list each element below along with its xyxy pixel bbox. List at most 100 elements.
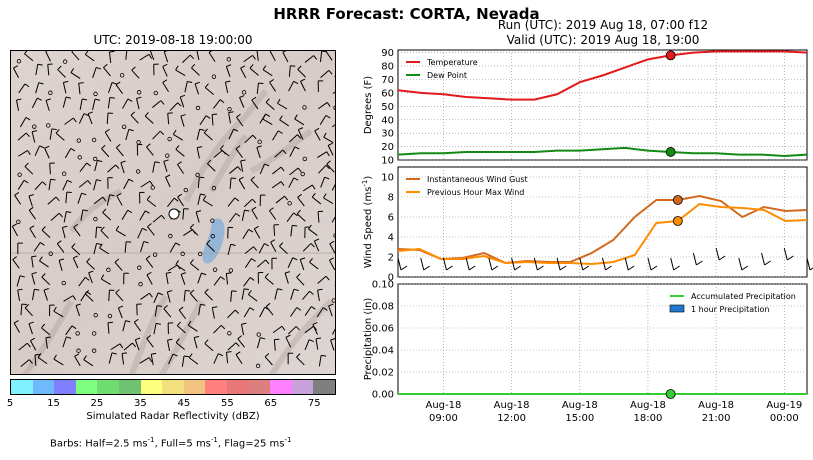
wind-barb-feather xyxy=(183,355,190,358)
wind-barb-staff xyxy=(325,51,333,61)
wind-barb-feather xyxy=(24,162,29,167)
wind-barb-staff xyxy=(196,147,200,159)
wind-barb-feather xyxy=(94,98,101,101)
wind-barb-feather xyxy=(74,353,80,357)
wind-barb-staff xyxy=(31,97,38,109)
y-tick-label: 0.00 xyxy=(372,390,394,401)
wind-barb-staff xyxy=(152,130,161,140)
wind-barb-staff xyxy=(204,292,213,301)
wind-barb-feather xyxy=(142,227,148,231)
wind-barb-feather xyxy=(31,272,37,275)
wind-barb-feather xyxy=(308,339,314,343)
wind-barbs xyxy=(11,51,335,369)
wind-barb-feather xyxy=(34,288,40,291)
wind-barb-feather xyxy=(41,273,46,278)
wind-barb-staff xyxy=(169,102,178,112)
wind-barb-feather xyxy=(164,51,168,53)
calm-wind-circle xyxy=(93,313,98,318)
wind-barb-staff xyxy=(48,179,52,191)
wind-barb-staff xyxy=(296,276,305,286)
wind-barb-feather xyxy=(249,64,254,69)
wind-barb-staff xyxy=(224,82,229,94)
wind-barb-staff xyxy=(420,257,425,271)
wind-barb-feather xyxy=(240,65,246,69)
x-tick-label: 18:00 xyxy=(634,413,663,424)
wind-barb-feather xyxy=(326,102,331,107)
wind-barb-feather xyxy=(55,129,60,134)
wind-barb-staff xyxy=(74,356,81,367)
calm-wind-circle xyxy=(138,282,143,287)
wind-barb-feather xyxy=(96,66,102,70)
wind-barb-staff xyxy=(220,148,230,157)
plot-frame xyxy=(397,49,808,161)
wind-barb-staff xyxy=(323,136,334,144)
wind-barb-feather xyxy=(537,265,544,271)
legend-label: Previous Hour Max Wind xyxy=(427,188,524,197)
wind-barb-feather xyxy=(175,145,180,150)
wind-barb-staff xyxy=(269,51,276,62)
wind-barb-feather xyxy=(325,164,330,170)
terrain-ridge xyxy=(22,299,74,374)
wind-barb-staff xyxy=(24,166,34,175)
wind-barb-feather xyxy=(239,95,245,98)
wind-barb-feather xyxy=(187,80,193,83)
calm-wind-circle xyxy=(287,201,292,206)
y-tick-label: 20 xyxy=(381,142,394,153)
wind-barb-feather xyxy=(673,265,680,271)
wind-barb-feather xyxy=(400,265,408,271)
wind-barb-staff xyxy=(213,324,222,334)
reflectivity-colorbar xyxy=(10,379,336,395)
wind-barb-staff xyxy=(117,307,123,319)
series-line xyxy=(397,50,808,101)
wind-barb-feather xyxy=(162,63,168,67)
wind-barb-staff xyxy=(279,245,288,255)
wind-barb-staff xyxy=(108,290,110,302)
wind-barb-feather xyxy=(24,83,30,88)
wind-barb-staff xyxy=(624,257,629,271)
wind-barb-staff xyxy=(107,97,111,109)
y-tick-label: 50 xyxy=(381,102,394,113)
wind-barb-staff xyxy=(274,149,284,158)
wind-barb-feather xyxy=(226,64,232,67)
calm-wind-circle xyxy=(61,280,66,286)
wind-barb-staff xyxy=(225,352,229,364)
colorbar-swatch xyxy=(140,380,163,394)
wind-barb-feather xyxy=(177,193,183,198)
colorbar-swatch xyxy=(248,380,271,394)
wind-barb-staff xyxy=(166,291,171,303)
wind-barb-feather xyxy=(97,159,103,163)
y-axis-label: Precipitation (in) xyxy=(363,298,374,381)
wind-barb-staff xyxy=(62,96,67,108)
calm-wind-circle xyxy=(17,172,22,177)
wind-barb-feather xyxy=(45,98,51,101)
wind-barb-feather xyxy=(284,271,291,274)
wind-barb-feather xyxy=(73,255,79,259)
wind-barb-staff xyxy=(34,354,37,366)
wind-barb-feather xyxy=(235,351,241,355)
calm-wind-circle xyxy=(136,90,142,95)
wind-barb-staff xyxy=(289,167,299,176)
wind-barb-feather xyxy=(100,226,105,231)
wind-barb-staff xyxy=(228,213,237,223)
wind-barb-feather xyxy=(39,145,45,149)
colorbar-tick: 55 xyxy=(220,398,234,409)
calm-wind-circle xyxy=(195,172,200,178)
wind-barb-staff xyxy=(189,292,198,302)
wind-barb-staff xyxy=(203,132,213,141)
wind-barb-staff xyxy=(88,272,93,284)
wind-barb-feather xyxy=(300,257,306,260)
wind-barb-staff xyxy=(319,115,327,125)
wind-barb-feather xyxy=(45,336,51,339)
wind-barb-staff xyxy=(34,181,43,191)
calm-wind-circle xyxy=(137,265,142,270)
wind-barb-staff xyxy=(181,355,185,367)
calm-wind-circle xyxy=(211,74,217,79)
wind-barb-staff xyxy=(86,261,95,270)
wind-barb-feather xyxy=(71,243,76,248)
wind-barb-staff xyxy=(181,54,191,64)
wind-barb-feather xyxy=(200,193,206,196)
wind-barb-feather xyxy=(265,302,271,307)
wind-barb-staff xyxy=(556,257,561,271)
wind-barb-staff xyxy=(328,259,335,271)
wind-barb-staff xyxy=(289,146,296,157)
